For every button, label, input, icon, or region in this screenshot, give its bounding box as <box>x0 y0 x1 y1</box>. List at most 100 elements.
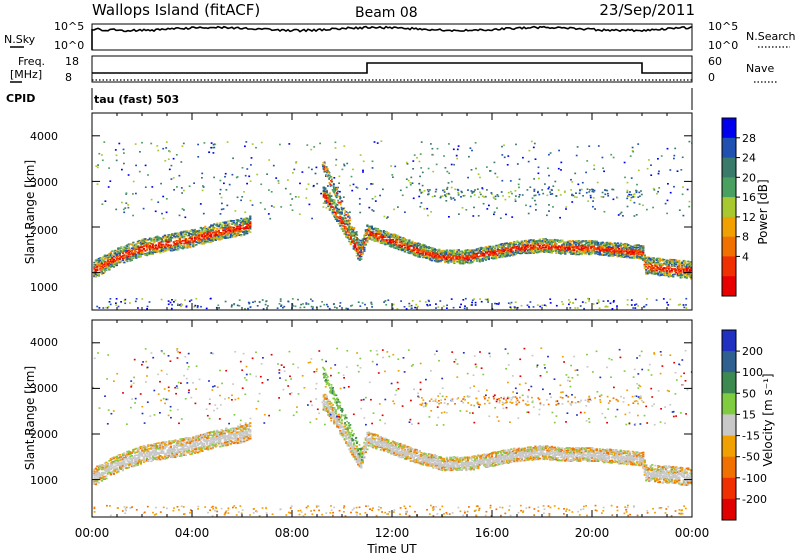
power-echo-153 <box>108 268 110 270</box>
power-echo-1550 <box>330 196 332 198</box>
power-echo-444 <box>140 256 142 258</box>
power-echo-4939 <box>458 145 460 147</box>
power-echo-3841 <box>576 250 578 252</box>
power-echo-4794 <box>678 260 680 262</box>
power-echo-1342 <box>236 222 238 224</box>
power-echo-4933 <box>514 199 516 201</box>
freq-label-line2: [MHz] <box>10 68 42 81</box>
power-echo-1495 <box>324 188 326 190</box>
power-echo-277 <box>122 259 124 261</box>
power-echo-4488 <box>645 269 647 271</box>
power-echo-57 <box>99 257 101 259</box>
power-echo-3918 <box>584 244 586 246</box>
power-echo-989 <box>198 230 200 232</box>
power-echo-4463 <box>642 250 644 252</box>
power-echo-3339 <box>522 242 524 244</box>
power-echo-1456 <box>249 231 251 233</box>
power-echo-1873 <box>365 244 367 246</box>
power-echo-1154 <box>216 223 218 225</box>
power-echo-4219 <box>617 242 619 244</box>
power-echo-4953 <box>610 154 612 156</box>
power-echo-2281 <box>408 247 410 249</box>
power-echo-1096 <box>210 234 212 236</box>
power-echo-4482 <box>645 266 647 268</box>
power-echo-4587 <box>656 265 658 267</box>
power-echo-7 <box>93 262 95 264</box>
power-echo-4609 <box>659 258 661 260</box>
power-echo-2697 <box>453 249 455 251</box>
power-echo-1175 <box>218 231 220 233</box>
power-echo-899 <box>189 247 191 249</box>
power-echo-4932 <box>173 158 175 160</box>
power-echo-1199 <box>221 225 223 227</box>
power-echo-1796 <box>357 250 359 252</box>
power-echo-3649 <box>555 243 557 245</box>
power-echo-3994 <box>593 246 595 248</box>
power-echo-4729 <box>671 270 673 272</box>
power-echo-3947 <box>587 247 589 249</box>
noise-panel: N.Sky 10^5 10^0 10^5 10^0 N.Search <box>4 20 796 52</box>
power-echo-1255 <box>227 221 229 223</box>
power-echo-4937 <box>673 155 675 157</box>
power-echo-1649 <box>341 213 343 215</box>
power-echo-797 <box>177 249 179 251</box>
power-echo-313 <box>126 261 128 263</box>
power-echo-4696 <box>668 268 670 270</box>
power-echo-3820 <box>573 249 575 251</box>
power-echo-4934 <box>627 182 629 184</box>
power-echo-1528 <box>329 192 331 194</box>
power-echo-293 <box>123 262 125 264</box>
power-echo-3931 <box>585 253 587 255</box>
power-echo-3807 <box>572 244 574 246</box>
power-echo-806 <box>179 238 181 240</box>
power-echo-4958 <box>451 198 453 200</box>
power-echo-3611 <box>551 243 553 245</box>
power-echo-2626 <box>446 249 448 251</box>
power-echo-373 <box>132 242 134 244</box>
power-echo-330 <box>128 247 130 249</box>
power-echo-2917 <box>477 257 479 259</box>
power-echo-4044 <box>597 243 599 245</box>
noise-right-label: N.Search <box>746 30 796 43</box>
power-echo-27 <box>95 276 97 278</box>
noise-left-tick-top: 10^5 <box>54 20 84 33</box>
power-echo-4942 <box>201 177 203 179</box>
power-echo-2960 <box>482 260 484 262</box>
power-echo-4948 <box>223 183 225 185</box>
power-echo-4871 <box>686 269 688 271</box>
power-echo-1622 <box>338 209 340 211</box>
power-echo-3087 <box>495 256 497 258</box>
power-echo-2015 <box>380 232 382 234</box>
power-echo-4467 <box>644 267 646 269</box>
noise-right-tick-top: 10^5 <box>708 20 738 33</box>
power-echo-1776 <box>354 236 356 238</box>
power-echo-1847 <box>362 253 364 255</box>
power-echo-1180 <box>219 222 221 224</box>
noise-left-tick-bottom: 10^0 <box>54 39 84 52</box>
power-echo-3957 <box>588 250 590 252</box>
power-echo-1703 <box>347 237 349 239</box>
power-echo-354 <box>131 259 133 261</box>
power-echo-1823 <box>360 256 362 258</box>
power-echo-1595 <box>335 214 337 216</box>
power-echo-4629 <box>660 267 662 269</box>
power-echo-642 <box>161 239 163 241</box>
power-echo-1686 <box>345 226 347 228</box>
freq-right-tick-bottom: 0 <box>708 71 715 84</box>
power-echo-880 <box>186 230 188 232</box>
power-echo-223 <box>116 265 118 267</box>
power-echo-2053 <box>384 236 386 238</box>
power-echo-335 <box>128 245 130 247</box>
power-echo-1469 <box>249 217 251 219</box>
power-echo-259 <box>120 247 122 249</box>
power-echo-670 <box>164 235 166 237</box>
noise-left-label: N.Sky <box>4 33 36 46</box>
power-echo-820 <box>180 243 182 245</box>
power-echo-4476 <box>644 255 646 257</box>
power-echo-3079 <box>494 247 496 249</box>
power-echo-2643 <box>447 262 449 264</box>
power-echo-4213 <box>615 249 617 251</box>
nave-label: Nave <box>746 62 774 75</box>
beam-label: Beam 08 <box>355 5 418 21</box>
